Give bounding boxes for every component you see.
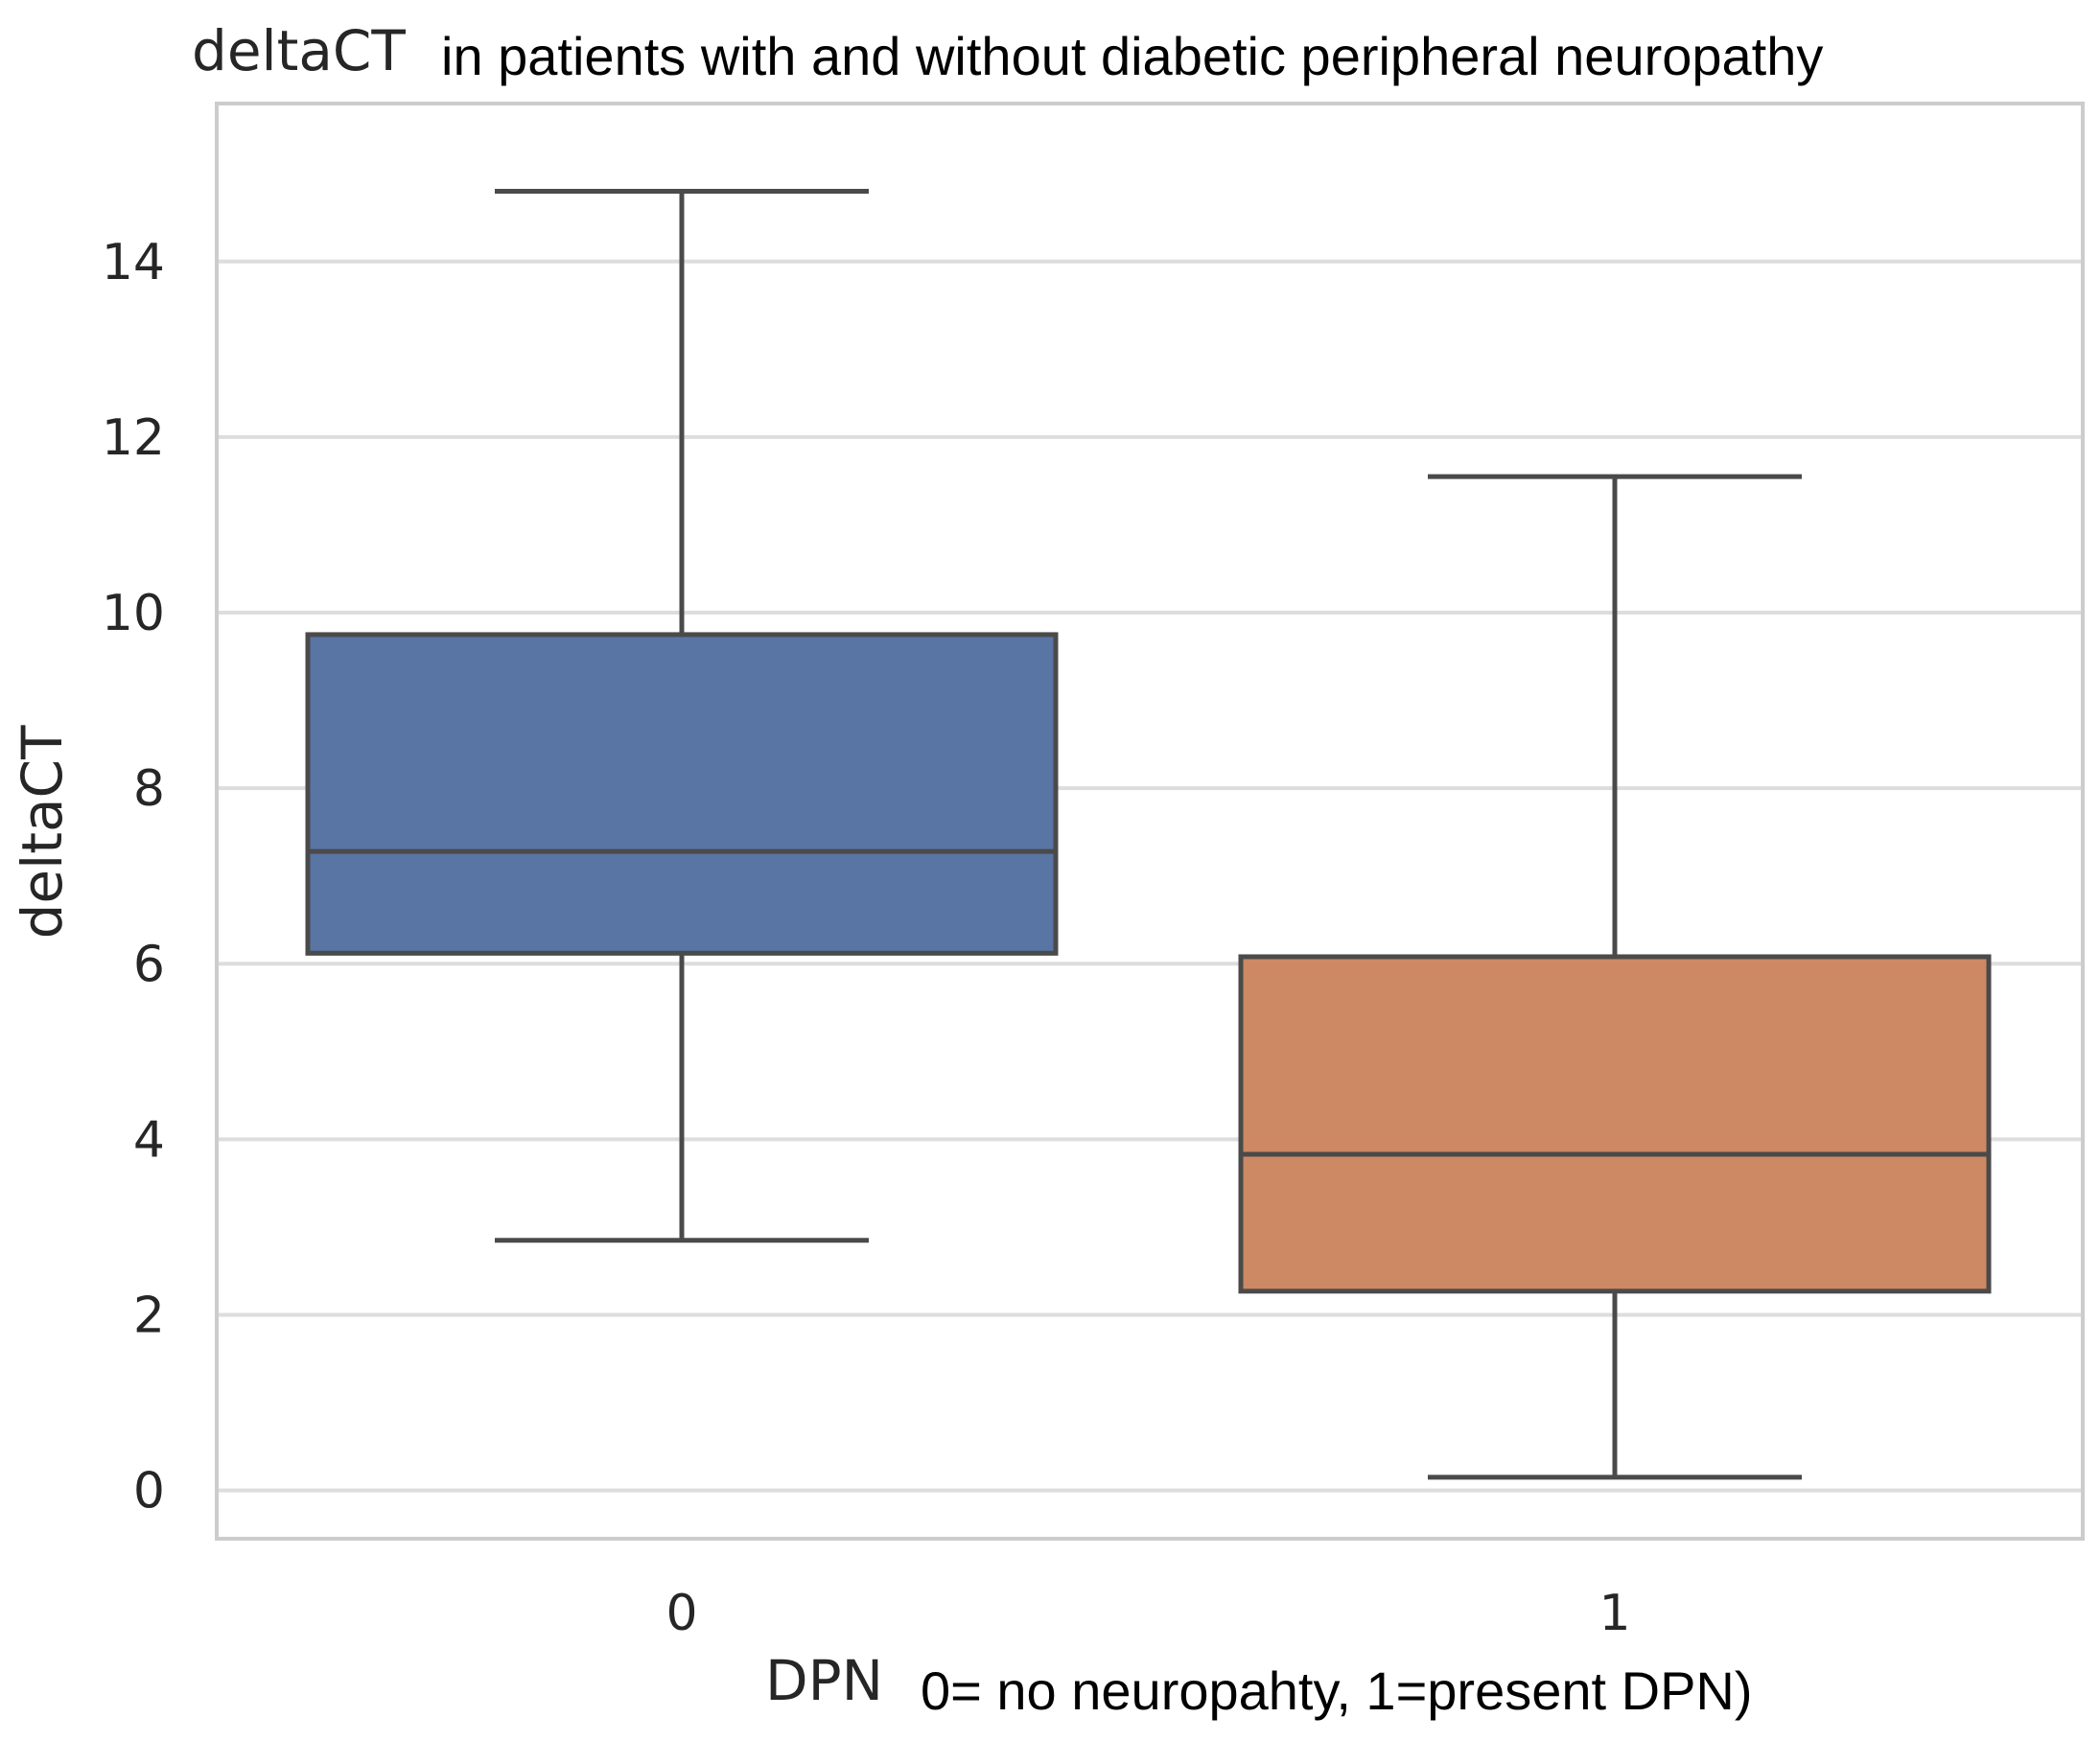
x-tick-label-0: 0 (665, 1585, 697, 1642)
plot-frame (215, 102, 2085, 1541)
box-group-0 (305, 189, 1059, 1243)
boxes (305, 189, 1992, 1480)
y-axis-ticks: 0 2 4 6 8 10 12 14 (102, 234, 165, 1520)
y-tick-label-12: 12 (102, 409, 165, 467)
y-tick-label-14: 14 (102, 234, 165, 291)
y-axis-label: deltaCT (10, 725, 75, 939)
box-group-1 (1238, 474, 1992, 1480)
y-tick-label-0: 0 (133, 1463, 165, 1520)
x-axis-label: DPN (765, 1648, 883, 1713)
y-tick-label-10: 10 (102, 585, 165, 642)
y-tick-label-4: 4 (133, 1111, 165, 1169)
y-tick-label-6: 6 (133, 936, 165, 993)
x-tick-label-1: 1 (1598, 1585, 1630, 1642)
box-iqr-1 (1238, 954, 1992, 1294)
x-axis-label-note: 0= no neuropahty, 1=present DPN) (921, 1660, 1753, 1721)
box-iqr-0 (305, 632, 1059, 956)
y-tick-label-8: 8 (133, 760, 165, 818)
y-tick-label-2: 2 (133, 1288, 165, 1345)
chart-title: deltaCT (192, 18, 406, 83)
chart-title-suffix: in patients with and without diabetic pe… (441, 26, 1823, 86)
